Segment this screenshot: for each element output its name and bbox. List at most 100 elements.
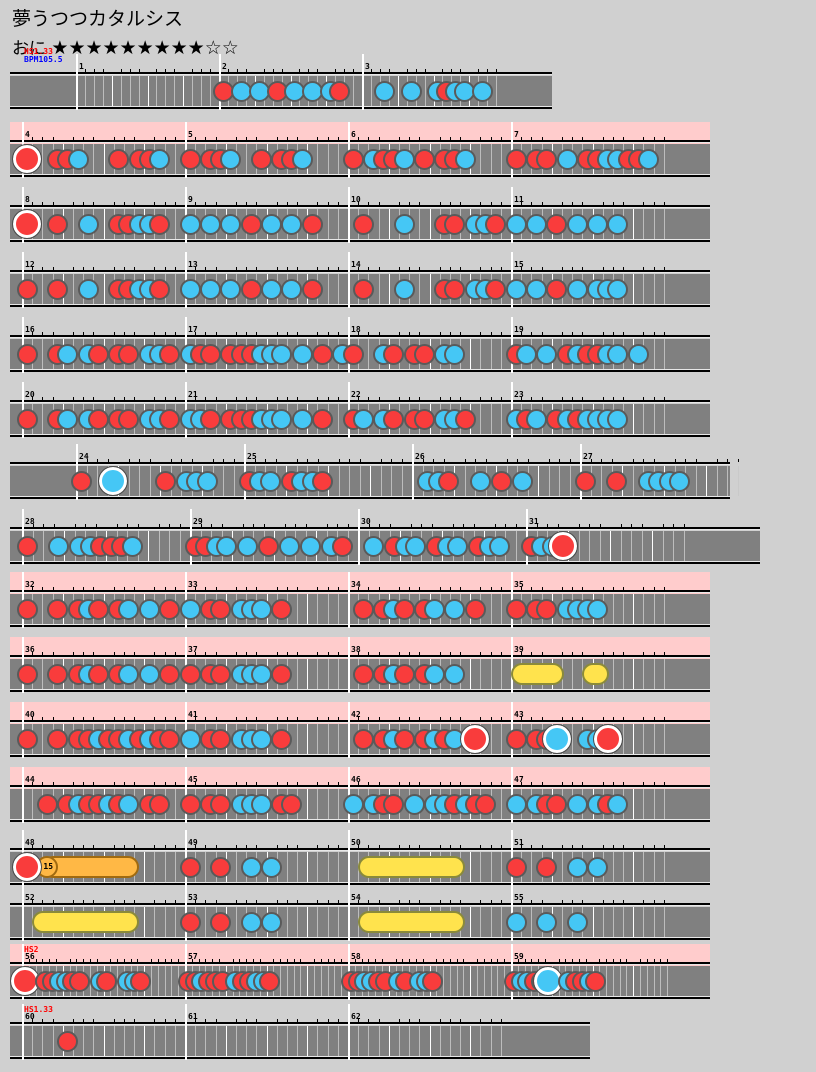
don-note[interactable] [413, 343, 435, 365]
ka-note[interactable] [250, 598, 272, 620]
ka-note[interactable] [607, 408, 629, 430]
ka-note[interactable] [424, 598, 446, 620]
don-note[interactable] [57, 1030, 79, 1052]
ka-note[interactable] [220, 148, 242, 170]
ka-note[interactable] [556, 148, 578, 170]
ka-note[interactable] [281, 213, 303, 235]
ka-note[interactable] [505, 278, 527, 300]
ka-note[interactable] [607, 343, 629, 365]
ka-note[interactable] [393, 213, 415, 235]
drumroll-note[interactable] [358, 911, 466, 933]
ka-note[interactable] [237, 535, 259, 557]
don-note[interactable] [271, 728, 293, 750]
don-note[interactable] [199, 343, 221, 365]
don-note[interactable] [281, 793, 303, 815]
don-note[interactable] [585, 970, 607, 992]
don-note[interactable] [87, 408, 109, 430]
don-note[interactable] [210, 856, 232, 878]
don-note[interactable] [16, 408, 38, 430]
ka-note[interactable] [444, 343, 466, 365]
ka-note[interactable] [281, 278, 303, 300]
don-note[interactable] [485, 213, 507, 235]
don-note[interactable] [454, 408, 476, 430]
don-note[interactable] [329, 80, 351, 102]
ka-note[interactable] [393, 278, 415, 300]
don-note[interactable] [352, 213, 374, 235]
don-note[interactable] [383, 793, 405, 815]
don-note[interactable] [16, 535, 38, 557]
don-note[interactable] [393, 598, 415, 620]
don-note[interactable] [159, 663, 181, 685]
ka-note[interactable] [57, 343, 79, 365]
ka-note[interactable] [342, 793, 364, 815]
don-note[interactable] [96, 970, 118, 992]
don-note[interactable] [210, 793, 232, 815]
ka-note[interactable] [250, 728, 272, 750]
ka-note[interactable] [199, 213, 221, 235]
ka-note[interactable] [250, 793, 272, 815]
don-note[interactable] [546, 213, 568, 235]
don-note[interactable] [352, 728, 374, 750]
ka-note[interactable] [216, 535, 238, 557]
ka-note[interactable] [566, 856, 588, 878]
don-note[interactable] [393, 728, 415, 750]
don-note[interactable] [36, 793, 58, 815]
ka-note[interactable] [259, 470, 281, 492]
ka-note[interactable] [405, 535, 427, 557]
don-note[interactable] [312, 343, 334, 365]
don-note[interactable] [210, 598, 232, 620]
ka-note[interactable] [77, 213, 99, 235]
ka-note[interactable] [393, 148, 415, 170]
ka-note[interactable] [424, 663, 446, 685]
don-note[interactable] [342, 148, 364, 170]
ka-note[interactable] [627, 343, 649, 365]
don-note[interactable] [149, 278, 171, 300]
don-note[interactable] [490, 470, 512, 492]
ka-note[interactable] [566, 213, 588, 235]
ka-note[interactable] [77, 278, 99, 300]
big-don-note[interactable] [547, 531, 578, 561]
don-note[interactable] [438, 470, 460, 492]
don-note[interactable] [352, 278, 374, 300]
ka-note[interactable] [515, 343, 537, 365]
don-note[interactable] [16, 343, 38, 365]
don-note[interactable] [69, 970, 91, 992]
ka-note[interactable] [179, 278, 201, 300]
don-note[interactable] [16, 728, 38, 750]
drumroll-note[interactable] [511, 663, 564, 685]
ka-note[interactable] [525, 213, 547, 235]
don-note[interactable] [606, 470, 628, 492]
ka-note[interactable] [400, 80, 422, 102]
don-note[interactable] [546, 278, 568, 300]
ka-note[interactable] [57, 408, 79, 430]
don-note[interactable] [271, 598, 293, 620]
don-note[interactable] [383, 408, 405, 430]
don-note[interactable] [250, 148, 272, 170]
drumroll-note[interactable] [358, 856, 466, 878]
don-note[interactable] [464, 598, 486, 620]
don-note[interactable] [130, 970, 152, 992]
ka-note[interactable] [179, 213, 201, 235]
don-note[interactable] [159, 408, 181, 430]
don-note[interactable] [312, 470, 334, 492]
don-note[interactable] [342, 343, 364, 365]
big-don-note[interactable] [592, 724, 623, 754]
big-ka-note[interactable] [97, 466, 128, 496]
ka-note[interactable] [447, 535, 469, 557]
don-note[interactable] [179, 793, 201, 815]
ka-note[interactable] [121, 535, 143, 557]
ka-note[interactable] [505, 213, 527, 235]
don-note[interactable] [149, 793, 171, 815]
ka-note[interactable] [525, 408, 547, 430]
ka-note[interactable] [179, 598, 201, 620]
don-note[interactable] [149, 213, 171, 235]
ka-note[interactable] [279, 535, 301, 557]
ka-note[interactable] [118, 598, 140, 620]
ka-note[interactable] [352, 408, 374, 430]
ka-note[interactable] [444, 598, 466, 620]
don-note[interactable] [383, 343, 405, 365]
don-note[interactable] [47, 213, 69, 235]
ka-note[interactable] [511, 470, 533, 492]
ka-note[interactable] [118, 793, 140, 815]
don-note[interactable] [352, 663, 374, 685]
